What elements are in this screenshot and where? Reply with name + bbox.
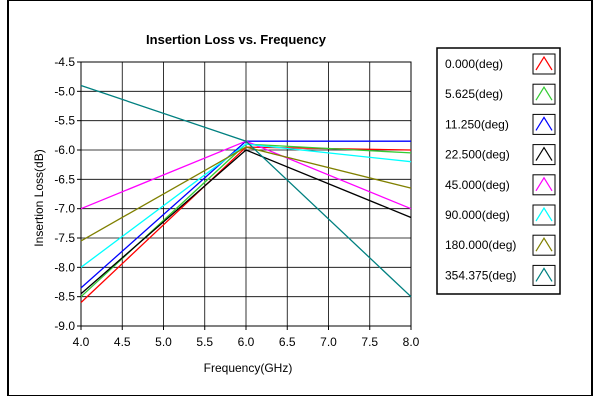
legend-label: 22.500(deg) (445, 148, 510, 162)
legend-swatch-box (532, 264, 556, 286)
legend-swatch-box (532, 53, 556, 75)
legend-swatch-line (535, 116, 553, 131)
y-tick-label: -9.0 (54, 319, 75, 333)
legend-label: 11.250(deg) (445, 117, 509, 131)
x-tick-label: 4.0 (73, 335, 90, 349)
grid-lines (80, 61, 412, 327)
x-tick-label: 5.5 (196, 335, 213, 349)
legend-swatch-box (532, 144, 556, 166)
y-tick-label: -8.5 (54, 290, 75, 304)
y-tick-label: -5.0 (54, 84, 75, 98)
legend-label: 45.000(deg) (445, 178, 510, 192)
series-line (80, 143, 412, 268)
legend-swatch-line (535, 237, 553, 252)
legend-label: 180.000(deg) (445, 238, 516, 252)
x-tick-label: 6.5 (279, 335, 296, 349)
legend-swatch-box (532, 174, 556, 196)
x-tick-label: 8.0 (403, 335, 420, 349)
legend-swatch-line (535, 267, 553, 282)
legend-swatch-line (535, 206, 553, 222)
legend-swatch-box (532, 204, 556, 226)
x-tick-label: 7.0 (320, 335, 337, 349)
series-lines (80, 84, 412, 303)
series-line (80, 149, 412, 295)
y-tick-label: -6.5 (54, 172, 75, 186)
x-axis-label: Frequency(GHz) (204, 361, 293, 375)
x-tick-label: 6.0 (238, 335, 255, 349)
y-tick-label: -5.5 (54, 114, 75, 128)
legend-label: 354.375(deg) (445, 268, 516, 282)
x-axis-ticks: 4.0 4.5 5.0 5.5 6.0 6.5 7.0 7.5 8.0 (73, 326, 420, 349)
legend-swatch-line (535, 176, 553, 192)
x-tick-label: 7.5 (361, 335, 378, 349)
legend-label: 0.000(deg) (445, 57, 503, 71)
y-axis-ticks: -4.5 -5.0 -5.5 -6.0 -6.5 -7.0 -7.5 -8.0 -8.5 -9.0 (54, 55, 81, 333)
legend-swatch-line (535, 86, 553, 101)
series-line (80, 84, 412, 298)
chart-title: Insertion Loss vs. Frequency (146, 32, 327, 47)
legend: 0.000(deg) 5.625(deg) 11.250(deg) 22.500(de… (436, 47, 561, 295)
legend-swatch-line (535, 146, 553, 161)
y-tick-label: -7.0 (54, 202, 75, 216)
x-tick-label: 4.5 (114, 335, 131, 349)
y-tick-label: -4.5 (54, 55, 75, 69)
y-tick-label: -8.0 (54, 260, 75, 274)
y-axis-label: Insertion Loss(dB) (32, 149, 46, 246)
legend-label: 5.625(deg) (445, 87, 503, 101)
x-tick-label: 5.0 (155, 335, 172, 349)
y-tick-label: -6.0 (54, 143, 75, 157)
series-line (80, 146, 412, 242)
legend-swatch-box (532, 234, 556, 256)
legend-swatch-line (535, 55, 553, 71)
legend-label: 90.000(deg) (445, 208, 510, 222)
y-tick-label: -7.5 (54, 231, 75, 245)
legend-swatch-box (532, 113, 556, 135)
legend-swatch-box (532, 83, 556, 105)
